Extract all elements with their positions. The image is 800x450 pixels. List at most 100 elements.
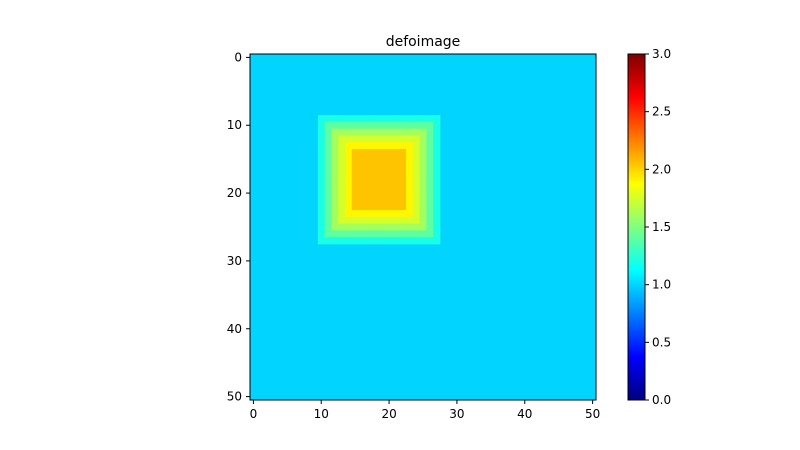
heatmap-cell [331,189,339,197]
heatmap-cell [317,155,326,163]
heatmap-cell [406,203,414,211]
heatmap-cell [419,210,427,218]
heatmap-cell [399,148,407,157]
heatmap-cell [372,162,380,170]
heatmap-cell [324,142,332,150]
heatmap-cell [365,148,373,157]
heatmap-cell [433,230,441,238]
heatmap-cell [426,223,434,231]
heatmap-cell [338,210,346,218]
heatmap-cell [426,196,434,204]
heatmap-cell [385,162,393,170]
heatmap-cell [378,155,387,163]
heatmap-cell [406,230,414,238]
heatmap-cell [406,196,414,204]
heatmap-cell [406,223,414,231]
heatmap-cell [392,128,400,136]
heatmap-cell [385,203,393,211]
heatmap-cell [344,142,353,150]
heatmap-cell [351,155,359,163]
heatmap-cell [351,230,359,238]
heatmap-cell [385,176,393,184]
heatmap-cell [392,230,400,238]
heatmap-cell [344,230,353,238]
heatmap-cell [331,216,339,224]
heatmap-cell [419,216,427,224]
y-tick-label: 20 [227,186,242,200]
heatmap-cell [331,128,339,136]
heatmap-cell [317,135,326,143]
heatmap-cell [372,216,380,224]
heatmap-cell [351,135,359,143]
heatmap-cell [317,237,326,245]
heatmap-cell [338,176,346,184]
heatmap-cell [392,203,400,211]
heatmap-cell [324,203,332,211]
heatmap-cell [412,162,420,170]
heatmap-cell [358,176,366,184]
heatmap-cell [331,148,339,157]
heatmap-cell [426,115,434,123]
heatmap-cell [378,169,387,177]
heatmap-cell [365,176,373,184]
heatmap-cell [358,237,366,245]
heatmap-cell [406,115,414,123]
x-tick-label: 30 [449,407,464,421]
heatmap-cell [426,176,434,184]
heatmap-cell [324,189,332,197]
heatmap-cell [426,148,434,157]
heatmap-cell [412,203,420,211]
heatmap-cell [433,142,441,150]
heatmap-cell [406,128,414,136]
heatmap-cell [351,142,359,150]
heatmap-cell [344,196,353,204]
heatmap-cell [365,169,373,177]
heatmap-cell [317,169,326,177]
heatmap-cell [378,142,387,150]
heatmap-cell [331,115,339,123]
x-tick-label: 10 [314,407,329,421]
heatmap-cell [426,203,434,211]
heatmap-cell [351,189,359,197]
heatmap-cell [358,189,366,197]
heatmap-cell [385,155,393,163]
heatmap-cell [378,196,387,204]
heatmap-cell [344,135,353,143]
heatmap-cell [426,142,434,150]
heatmap-cell [392,176,400,184]
heatmap-cell [399,128,407,136]
heatmap-cell [358,210,366,218]
heatmap-cell [317,223,326,231]
heatmap-cell [317,196,326,204]
heatmap-cell [433,121,441,130]
heatmap-cell [372,128,380,136]
heatmap-plot [249,53,597,401]
y-axis: 0 10 20 30 40 50 [227,50,250,404]
heatmap-cell [426,237,434,245]
heatmap-cell [365,189,373,197]
heatmap-cell [331,162,339,170]
heatmap-cell [338,142,346,150]
heatmap-cell [317,189,326,197]
heatmap-cell [331,121,339,130]
heatmap-cell [338,237,346,245]
heatmap-cell [344,115,353,123]
heatmap-cell [324,196,332,204]
heatmap-cell [419,162,427,170]
heatmap-cell [433,223,441,231]
heatmap-cell [324,115,332,123]
heatmap-cell [351,128,359,136]
heatmap-cell [372,223,380,231]
heatmap-cell [365,162,373,170]
heatmap-cell [317,216,326,224]
heatmap-cell [399,210,407,218]
heatmap-cell [433,169,441,177]
heatmap-cell [365,210,373,218]
heatmap-cell [324,223,332,231]
x-axis: 0 10 20 30 40 50 [250,400,600,421]
heatmap-cell [412,115,420,123]
heatmap-cell [392,223,400,231]
colorbar: 0.0 0.5 1.0 1.5 2.0 2.5 3.0 [627,47,671,407]
heatmap-cell [419,230,427,238]
y-tick-label: 0 [234,50,242,64]
